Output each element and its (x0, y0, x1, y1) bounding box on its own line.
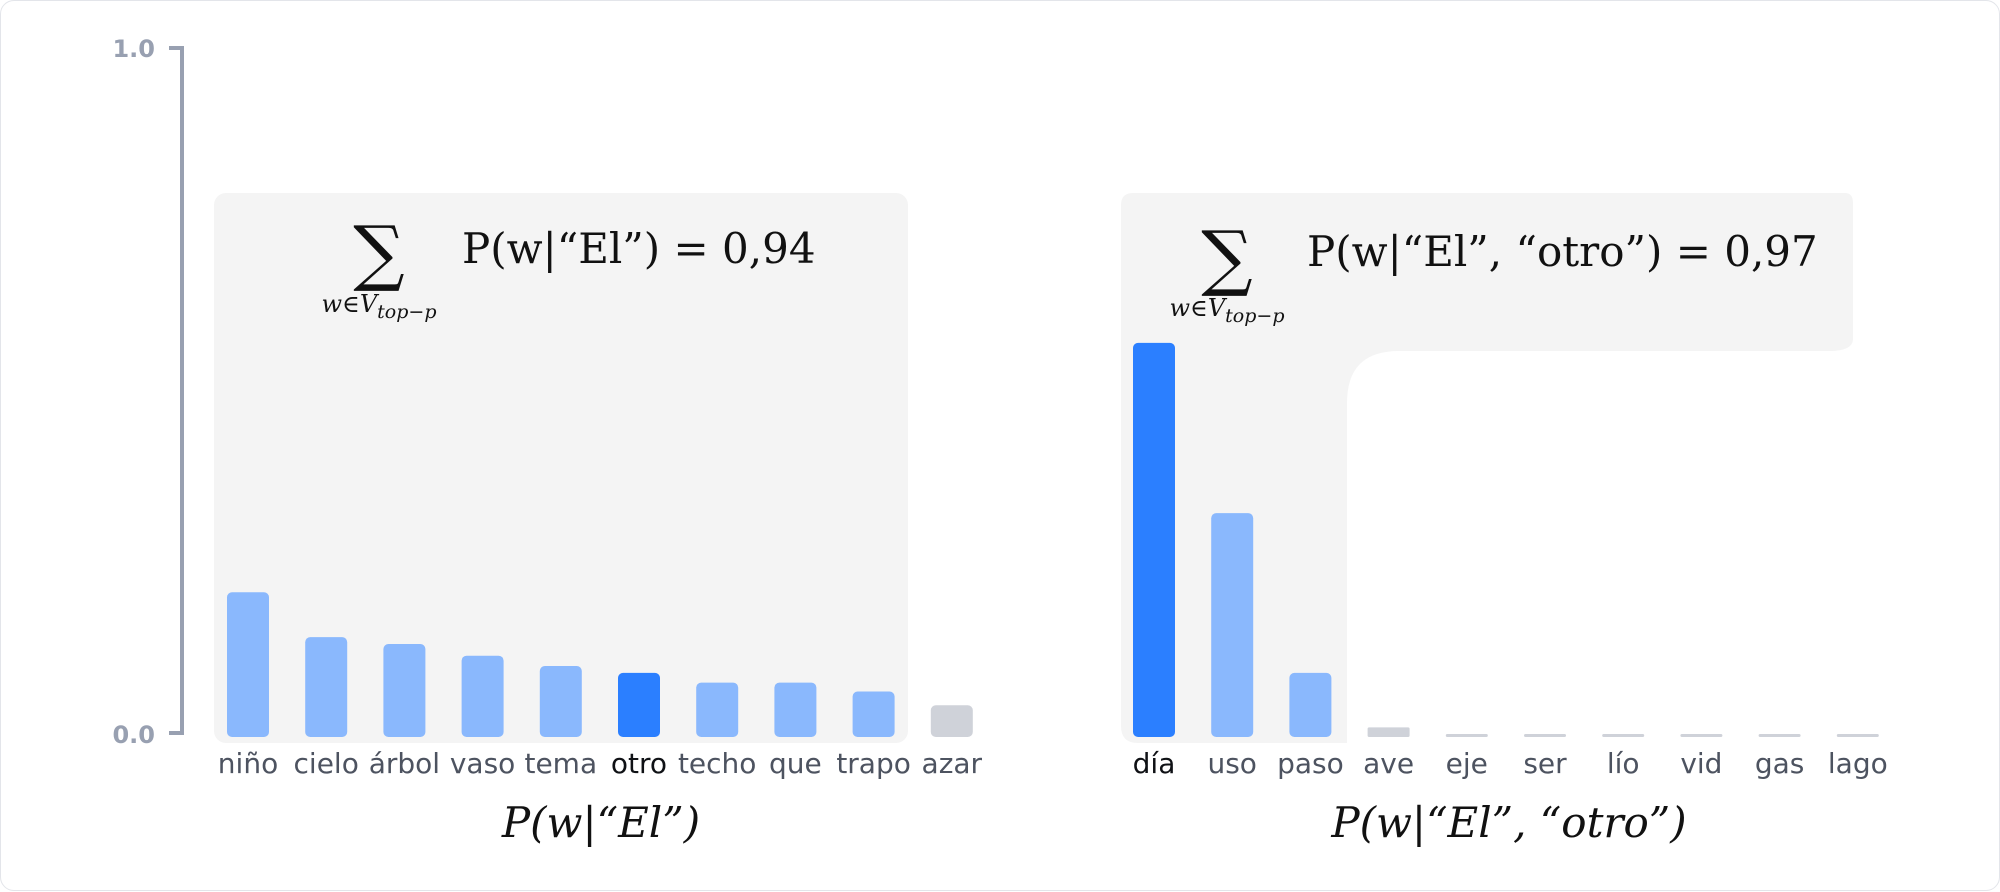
right-bar-día (1133, 342, 1175, 737)
left-bars: niño cielo árbol vaso tema otro techo que trapo a… (218, 592, 983, 780)
right-category-label: uso (1207, 747, 1256, 780)
left-sum-annotation: ∑ w∈Vtop−p P(w|“El”) = 0,94 (322, 210, 816, 323)
right-bar-lío (1602, 734, 1645, 737)
left-sum-subscript-main: w∈V (322, 290, 380, 318)
right-x-axis-title: P(w|“El”, “otro”) (1330, 798, 1686, 847)
left-bar-tema (539, 666, 582, 737)
right-category-label: ave (1363, 747, 1414, 780)
right-bar-eje (1445, 734, 1488, 737)
left-bar-techo (696, 682, 739, 737)
right-sum-subscript-sub: top−p (1225, 305, 1284, 327)
left-category-label: árbol (369, 747, 440, 780)
right-bars: día uso paso ave eje ser lío vid gas lago (1133, 342, 1888, 780)
left-category-label: techo (678, 747, 756, 780)
y-tick-label-bottom: 0.0 (112, 721, 155, 749)
top-p-region-right (1121, 193, 1853, 743)
left-x-axis-title: P(w|“El”) (501, 798, 700, 847)
left-category-label: trapo (836, 747, 911, 780)
right-sum-formula: P(w|“El”, “otro”) = 0,97 (1307, 227, 1818, 276)
right-sum-symbol: ∑ (1201, 215, 1252, 299)
left-bar-niño (227, 592, 269, 737)
right-category-label: vid (1680, 747, 1722, 780)
right-category-label: eje (1446, 747, 1488, 780)
right-sum-subscript-main: w∈V (1170, 294, 1228, 322)
y-tick-label-top: 1.0 (112, 35, 155, 63)
left-sum-symbol: ∑ (353, 210, 404, 294)
right-category-label: día (1133, 747, 1176, 780)
left-bar-trapo (852, 691, 895, 737)
left-category-label: vaso (450, 747, 515, 780)
left-category-label: cielo (294, 747, 359, 780)
right-category-label: paso (1277, 747, 1344, 780)
right-bar-gas (1758, 734, 1801, 737)
y-axis: 1.0 0.0 (112, 35, 184, 749)
left-category-label: tema (524, 747, 597, 780)
left-category-label: que (769, 747, 822, 780)
right-bar-uso (1211, 513, 1254, 737)
right-category-label: ser (1523, 747, 1567, 780)
left-bar-azar (930, 705, 973, 737)
top-p-region-left (214, 193, 908, 743)
left-bar-otro (618, 672, 660, 737)
right-bar-vid (1680, 734, 1723, 737)
right-sum-subscript: w∈Vtop−p (1170, 294, 1285, 327)
left-sum-formula: P(w|“El”) = 0,94 (462, 224, 816, 273)
left-category-label: azar (922, 747, 983, 780)
right-category-label: lío (1607, 747, 1640, 780)
left-category-label: niño (218, 747, 278, 780)
left-bar-cielo (305, 637, 348, 737)
left-sum-subscript-sub: top−p (377, 301, 436, 323)
left-category-label: otro (611, 747, 667, 780)
right-bar-ser (1524, 734, 1566, 737)
left-bar-vaso (461, 655, 504, 737)
left-bar-árbol (383, 644, 426, 737)
right-bar-paso (1289, 672, 1332, 737)
right-category-label: gas (1755, 747, 1805, 780)
right-bar-lago (1836, 734, 1879, 737)
left-bar-que (774, 682, 817, 737)
right-sum-annotation: ∑ w∈Vtop−p P(w|“El”, “otro”) = 0,97 (1170, 215, 1818, 327)
right-bar-ave (1367, 727, 1410, 737)
right-category-label: lago (1828, 747, 1888, 780)
left-sum-subscript: w∈Vtop−p (322, 290, 437, 323)
